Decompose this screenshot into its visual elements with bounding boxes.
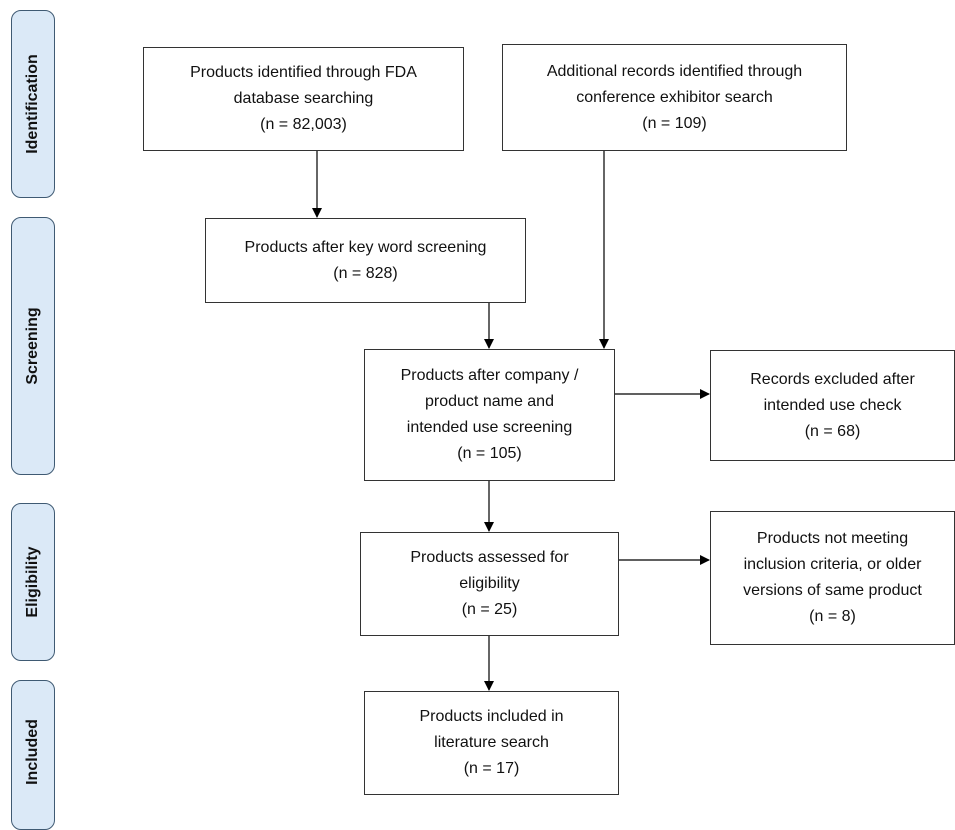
stage-eligibility: Eligibility bbox=[11, 503, 55, 661]
stage-identification: Identification bbox=[11, 10, 55, 198]
stage-screening: Screening bbox=[11, 217, 55, 475]
assessed-eligibility-text: Products assessed for eligibility (n = 2… bbox=[410, 549, 569, 618]
fda-search-text: Products identified through FDA database… bbox=[190, 64, 417, 133]
conference-search-text: Additional records identified through co… bbox=[546, 62, 803, 132]
conference-search-box: Additional records identified through co… bbox=[502, 44, 847, 151]
stage-eligibility-label: Eligibility bbox=[24, 546, 41, 618]
not-meeting-criteria-box: Products not meeting inclusion criteria,… bbox=[710, 511, 955, 645]
stage-included: Included bbox=[11, 680, 55, 830]
assessed-eligibility-box: Products assessed for eligibility (n = 2… bbox=[360, 532, 619, 636]
keyword-screening-box: Products after key word screening (n = 8… bbox=[205, 218, 526, 303]
excluded-intended-use-text: Records excluded after intended use chec… bbox=[750, 370, 915, 440]
fda-search-box: Products identified through FDA database… bbox=[143, 47, 464, 151]
stage-screening-label: Screening bbox=[24, 307, 41, 385]
included-literature-text: Products included in literature search (… bbox=[419, 708, 564, 777]
not-meeting-criteria-text: Products not meeting inclusion criteria,… bbox=[743, 530, 922, 625]
excluded-intended-use-box: Records excluded after intended use chec… bbox=[710, 350, 955, 461]
stage-included-label: Included bbox=[24, 719, 41, 785]
company-screening-text: Products after company / product name an… bbox=[400, 367, 579, 462]
company-screening-box: Products after company / product name an… bbox=[364, 349, 615, 481]
included-literature-box: Products included in literature search (… bbox=[364, 691, 619, 795]
stage-identification-label: Identification bbox=[24, 54, 41, 154]
keyword-screening-text: Products after key word screening (n = 8… bbox=[244, 238, 487, 282]
